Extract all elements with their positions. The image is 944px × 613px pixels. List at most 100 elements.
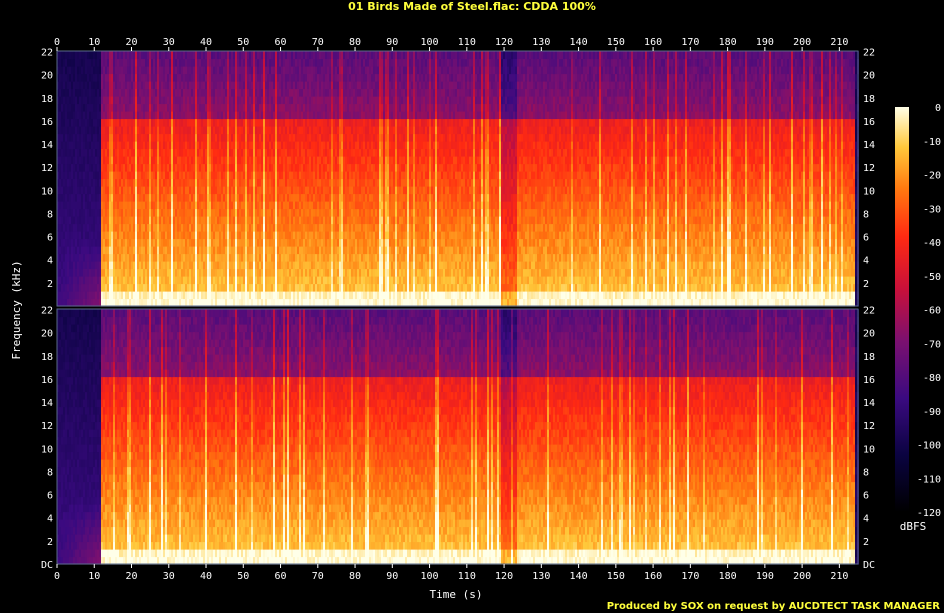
y-tick-right-ch2-8: 8 [863, 467, 869, 478]
y-tick-right-ch2-4: 4 [863, 514, 869, 525]
colorbar-tick--10: -10 [923, 137, 941, 148]
x-tick-top-200: 200 [793, 37, 811, 48]
x-tick-bottom-0: 0 [54, 571, 60, 582]
y-tick-right-ch1-10: 10 [863, 186, 875, 197]
y-tick-left-ch1-20: 20 [41, 71, 53, 82]
x-tick-bottom-190: 190 [756, 571, 774, 582]
x-tick-top-0: 0 [54, 37, 60, 48]
y-tick-left-ch2-8: 8 [47, 467, 53, 478]
x-tick-bottom-200: 200 [793, 571, 811, 582]
x-tick-top-70: 70 [312, 37, 324, 48]
colorbar-tick--40: -40 [923, 238, 941, 249]
x-tick-bottom-80: 80 [349, 571, 361, 582]
colorbar-tick--30: -30 [923, 204, 941, 215]
y-tick-right-ch1-18: 18 [863, 94, 875, 105]
colorbar-tick--20: -20 [923, 171, 941, 182]
y-tick-right-ch1-16: 16 [863, 117, 875, 128]
y-tick-left-ch2-14: 14 [41, 398, 53, 409]
y-tick-left-ch1-22: 22 [41, 48, 53, 59]
x-tick-bottom-180: 180 [719, 571, 737, 582]
colorbar-tick--90: -90 [923, 407, 941, 418]
x-tick-top-20: 20 [125, 37, 137, 48]
y-tick-right-ch2-16: 16 [863, 375, 875, 386]
y-tick-left-ch1-6: 6 [47, 233, 53, 244]
x-tick-bottom-70: 70 [312, 571, 324, 582]
x-tick-bottom-10: 10 [88, 571, 100, 582]
x-ticks-bottom: 0 10 20 30 40 50 60 70 80 90 100 110 120 130 140 150 160… [54, 564, 848, 582]
x-tick-top-60: 60 [275, 37, 287, 48]
colorbar-tick-0: 0 [935, 103, 941, 114]
spectrogram-channel-2 [57, 309, 859, 565]
x-tick-top-30: 30 [163, 37, 175, 48]
x-tick-bottom-120: 120 [495, 571, 513, 582]
x-tick-bottom-110: 110 [458, 571, 476, 582]
x-tick-top-130: 130 [532, 37, 550, 48]
x-tick-top-110: 110 [458, 37, 476, 48]
x-tick-bottom-100: 100 [421, 571, 439, 582]
y-tick-left-ch1-8: 8 [47, 209, 53, 220]
y-tick-right-ch2-20: 20 [863, 329, 875, 340]
y-tick-right-ch1-12: 12 [863, 163, 875, 174]
x-tick-bottom-210: 210 [830, 571, 848, 582]
x-tick-top-190: 190 [756, 37, 774, 48]
spectrogram-channel-1 [57, 51, 859, 307]
x-tick-top-50: 50 [237, 37, 249, 48]
y-tick-left-ch1-2: 2 [47, 279, 53, 290]
y-tick-right-ch1-2: 2 [863, 279, 869, 290]
colorbar-tick--110: -110 [917, 474, 941, 485]
y-axis-label: Frequency (kHz) [10, 260, 23, 359]
y-tick-right-ch1-6: 6 [863, 233, 869, 244]
y-tick-right-ch2-18: 18 [863, 352, 875, 363]
y-tick-left-ch2-18: 18 [41, 352, 53, 363]
y-tick-left-ch2-2: 2 [47, 537, 53, 548]
y-tick-left-ch2-22: 22 [41, 306, 53, 317]
colorbar [895, 107, 909, 512]
y-tick-left-ch1-12: 12 [41, 163, 53, 174]
colorbar-tick--50: -50 [923, 272, 941, 283]
colorbar-tick--70: -70 [923, 339, 941, 350]
y-tick-right-ch2-14: 14 [863, 398, 875, 409]
credit-text: Produced by SOX on request by AUCDTECT T… [607, 601, 941, 612]
x-tick-bottom-170: 170 [681, 571, 699, 582]
y-tick-left-ch2-16: 16 [41, 375, 53, 386]
y-tick-right-ch1-20: 20 [863, 71, 875, 82]
x-tick-bottom-60: 60 [275, 571, 287, 582]
x-tick-top-10: 10 [88, 37, 100, 48]
colorbar-tick--100: -100 [917, 441, 941, 452]
x-tick-top-210: 210 [830, 37, 848, 48]
x-tick-bottom-30: 30 [163, 571, 175, 582]
y-tick-right-ch1-14: 14 [863, 140, 875, 151]
x-tick-top-40: 40 [200, 37, 212, 48]
x-axis-label: Time (s) [430, 588, 483, 601]
x-tick-top-160: 160 [644, 37, 662, 48]
colorbar-tick--60: -60 [923, 306, 941, 317]
colorbar-tick--80: -80 [923, 373, 941, 384]
x-tick-top-180: 180 [719, 37, 737, 48]
x-tick-bottom-40: 40 [200, 571, 212, 582]
y-tick-left-ch2-6: 6 [47, 491, 53, 502]
x-tick-top-90: 90 [386, 37, 398, 48]
x-tick-bottom-150: 150 [607, 571, 625, 582]
y-tick-left-ch1-16: 16 [41, 117, 53, 128]
x-tick-top-170: 170 [681, 37, 699, 48]
x-tick-top-140: 140 [570, 37, 588, 48]
y-tick-right-ch2-12: 12 [863, 421, 875, 432]
y-tick-left-ch1-14: 14 [41, 140, 53, 151]
y-tick-right-ch2-2: 2 [863, 537, 869, 548]
y-tick-left-ch2-4: 4 [47, 514, 53, 525]
spectrogram-panels [57, 51, 859, 565]
x-tick-top-150: 150 [607, 37, 625, 48]
y-tick-left-ch2-10: 10 [41, 444, 53, 455]
y-tick-right-ch1-22: 22 [863, 48, 875, 59]
x-tick-bottom-140: 140 [570, 571, 588, 582]
y-tick-left-ch1-4: 4 [47, 256, 53, 267]
colorbar-label: dBFS [900, 520, 927, 533]
y-tick-right-ch2-6: 6 [863, 491, 869, 502]
x-tick-bottom-130: 130 [532, 571, 550, 582]
x-tick-bottom-90: 90 [386, 571, 398, 582]
x-tick-top-120: 120 [495, 37, 513, 48]
x-tick-top-100: 100 [421, 37, 439, 48]
x-tick-bottom-20: 20 [125, 571, 137, 582]
colorbar-ticks: 0-10-20-30-40-50-60-70-80-90-100-110-120 [917, 103, 941, 519]
